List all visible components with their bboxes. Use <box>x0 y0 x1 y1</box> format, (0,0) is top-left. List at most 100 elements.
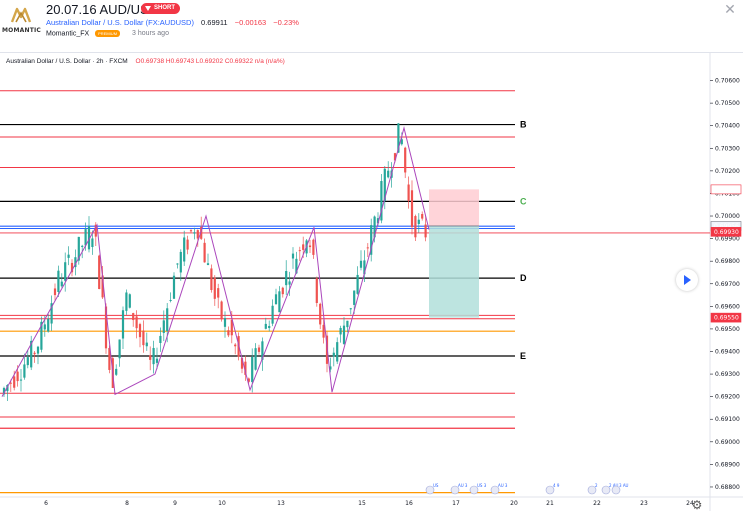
candle-down <box>404 147 407 173</box>
candle-down <box>234 344 237 347</box>
candle-up <box>81 245 84 247</box>
symbol-link[interactable]: Australian Dollar / U.S. Dollar (FX:AUDU… <box>46 18 194 27</box>
time-axis-label: 9 <box>173 500 177 507</box>
candle-up <box>159 335 162 343</box>
price-axis-label: 0.69100 <box>715 416 740 423</box>
momantic-logo[interactable]: MOMANTIC <box>2 6 42 40</box>
candle-down <box>13 376 16 388</box>
candle-up <box>6 384 9 392</box>
stop-loss-zone <box>429 189 479 226</box>
candle-up <box>64 262 67 281</box>
candle-up <box>380 181 383 221</box>
candle-down <box>257 347 261 352</box>
candle-down <box>410 190 414 227</box>
candle-up <box>30 340 33 368</box>
candle-down <box>240 358 244 369</box>
event-flag-icon <box>469 485 479 495</box>
price-axis-label: 0.69300 <box>715 371 740 378</box>
price-axis-label: 0.70000 <box>715 213 740 220</box>
price-axis-label: 0.69600 <box>715 303 740 310</box>
candle-up <box>50 303 53 324</box>
candle-down <box>393 153 397 161</box>
close-icon[interactable]: ✕ <box>724 1 736 17</box>
candle-up <box>26 357 29 366</box>
last-price: 0.69911 <box>201 18 228 27</box>
level-label-b: B <box>520 120 527 130</box>
price-axis-label: 0.70300 <box>715 145 740 152</box>
candle-down <box>186 239 189 250</box>
candle-down <box>203 242 206 263</box>
candle-up <box>363 260 366 275</box>
candle-up <box>400 139 403 145</box>
candle-up <box>57 270 60 292</box>
candle-up <box>336 342 339 362</box>
event-count-label: AU 3 <box>498 483 508 488</box>
price-chart[interactable]: 0.70600 0.70500 0.70400 0.70300 0.70200 0.701… <box>0 52 743 511</box>
level-label-d: D <box>520 273 527 283</box>
candle-down <box>302 244 305 250</box>
price-marker-label: 0.69550 <box>714 315 739 322</box>
chart-canvas[interactable]: 0.70600 0.70500 0.70400 0.70300 0.70200 0.701… <box>0 53 743 511</box>
candle-up <box>346 320 349 328</box>
candle-up <box>264 323 267 329</box>
price-marker-label: 0.69930 <box>714 229 739 236</box>
candle-down <box>135 316 138 329</box>
level-label-e: E <box>520 351 526 361</box>
candle-up <box>155 358 159 363</box>
candle-up <box>19 379 23 381</box>
candle-down <box>53 288 57 296</box>
time-axis-label: 17 <box>452 500 460 507</box>
short-badge: SHORT <box>141 3 180 14</box>
time-axis-label: 23 <box>640 500 648 507</box>
candle-down <box>421 214 424 219</box>
time-axis-label: 10 <box>218 500 226 507</box>
candle-up <box>2 387 6 395</box>
symbol-line: Australian Dollar / U.S. Dollar (FX:AUDU… <box>46 18 299 27</box>
author-name[interactable]: Momantic_FX <box>46 30 90 38</box>
candle-down <box>315 278 318 303</box>
candle-up <box>383 168 386 202</box>
logo-mark-icon <box>10 7 32 23</box>
logo-text: MOMANTIC <box>2 27 42 34</box>
candle-up <box>251 356 254 382</box>
event-flag-icon <box>611 485 621 495</box>
price-marker-label: 0.70118 <box>714 186 739 193</box>
candle-up <box>43 324 46 330</box>
candle-up <box>285 271 288 286</box>
gear-icon[interactable]: ⚙ <box>691 498 703 511</box>
zigzag-pattern-line <box>1 125 430 397</box>
price-axis-label: 0.69900 <box>715 236 740 243</box>
candle-down <box>196 230 199 239</box>
candle-down <box>101 275 104 298</box>
play-icon[interactable] <box>676 269 698 291</box>
candle-up <box>179 251 182 273</box>
candle-down <box>308 245 312 248</box>
price-axis-label: 0.69500 <box>715 326 740 333</box>
candle-up <box>329 366 332 370</box>
candle-down <box>142 330 145 346</box>
candle-down <box>366 247 369 249</box>
price-axis-label: 0.69000 <box>715 439 740 446</box>
candle-up <box>349 308 352 310</box>
candle-up <box>223 318 227 327</box>
event-count-label: 4 9 <box>553 483 560 488</box>
time-axis-label: 16 <box>405 500 413 507</box>
candle-down <box>414 216 417 238</box>
candle-up <box>87 226 91 250</box>
candle-down <box>298 250 301 252</box>
candle-up <box>91 238 94 248</box>
candle-down <box>322 324 325 338</box>
candle-down <box>227 330 230 336</box>
event-count-label: US <box>433 483 439 488</box>
event-count-label: 2 AU <box>609 483 619 488</box>
time-axis-label: 13 <box>277 500 285 507</box>
candle-down <box>132 313 135 321</box>
candle-down <box>244 361 247 375</box>
candle-up <box>162 320 165 333</box>
time-axis-label: 21 <box>546 500 554 507</box>
idea-header: MOMANTIC 20.07.16 AUD/USD SHORT Australi… <box>0 0 743 48</box>
event-flag-icon <box>601 485 611 495</box>
candle-down <box>424 224 427 238</box>
time-axis-label: 8 <box>125 500 129 507</box>
candle-up <box>373 216 376 238</box>
